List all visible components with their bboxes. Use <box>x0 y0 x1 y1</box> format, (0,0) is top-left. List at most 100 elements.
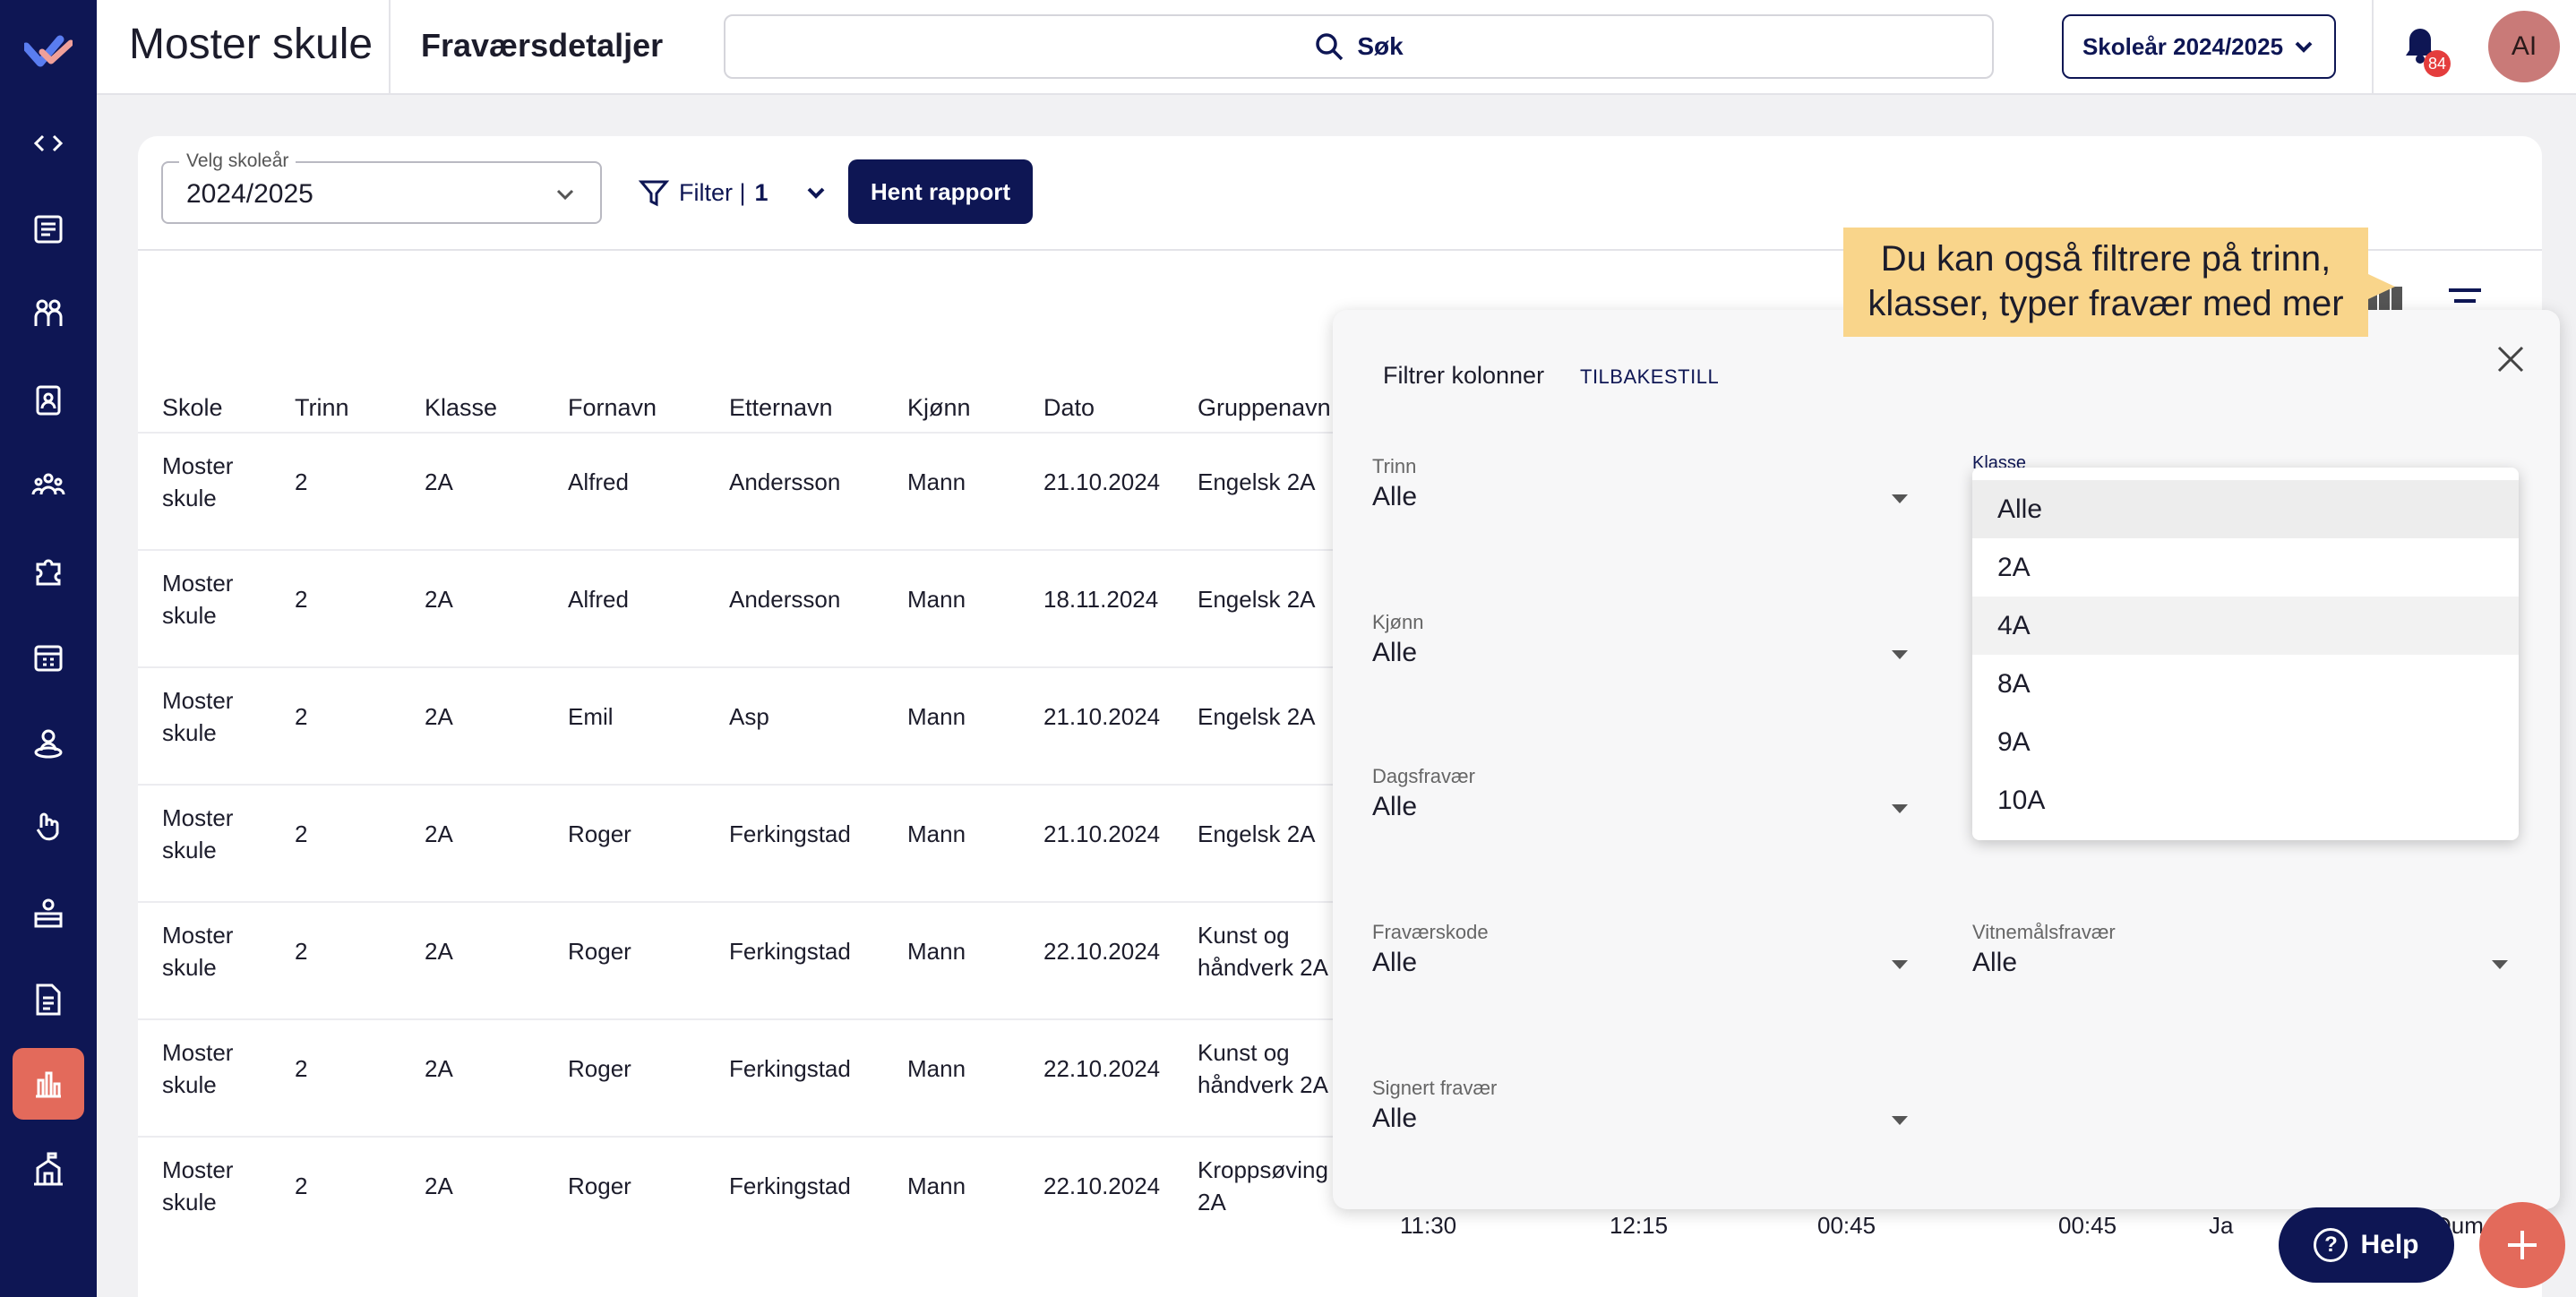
kjonn-select[interactable]: Kjønn Alle <box>1372 611 1910 691</box>
trinn-select[interactable]: Trinn Alle <box>1372 455 1910 536</box>
signert-fravaer-label: Signert fravær <box>1372 1077 1498 1099</box>
clipboard-icon[interactable] <box>13 364 84 435</box>
caret-down-icon <box>1892 650 1908 659</box>
column-header-skole[interactable]: Skole <box>162 394 223 421</box>
school-year-select[interactable]: Velg skoleår 2024/2025 <box>161 150 602 224</box>
table-cell: Andersson <box>729 468 841 495</box>
table-cell: Mann <box>907 468 966 495</box>
table-cell: Mann <box>907 703 966 730</box>
dropdown-option[interactable]: 8A <box>1997 668 2031 699</box>
table-cell: 2 <box>295 586 308 613</box>
filter-count: 1 <box>754 178 769 206</box>
close-icon[interactable] <box>2495 344 2531 380</box>
vitnemalsfravaer-select[interactable]: Vitnemålsfravær Alle <box>1972 921 2510 1001</box>
column-header-kjonn[interactable]: Kjønn <box>907 394 971 421</box>
school-year-label: Skoleår 2024/2025 <box>2082 32 2284 60</box>
table-cell: 2 <box>295 938 308 965</box>
table-cell: 2A <box>425 1055 453 1082</box>
table-cell: 11:30 <box>1400 1212 1457 1239</box>
header-divider <box>389 0 391 93</box>
code-icon[interactable] <box>13 107 84 179</box>
newspaper-icon[interactable] <box>13 193 84 265</box>
kjonn-value: Alle <box>1372 638 1418 667</box>
school-year-select-value: 2024/2025 <box>186 179 313 209</box>
fravaerskode-select[interactable]: Fraværskode Alle <box>1372 921 1910 1001</box>
chevron-down-icon <box>556 189 574 201</box>
table-cell: Mann <box>907 1172 966 1199</box>
table-cell: 2A <box>425 468 453 495</box>
table-cell: Roger <box>568 1172 631 1199</box>
filter-button[interactable]: Filter | 1 <box>638 172 828 213</box>
app-logo-icon[interactable] <box>21 34 74 70</box>
signert-fravaer-value: Alle <box>1372 1104 1418 1133</box>
document-icon[interactable] <box>13 964 84 1035</box>
row-divider <box>138 666 1338 668</box>
column-header-dato[interactable]: Dato <box>1043 394 1095 421</box>
avatar[interactable]: AI <box>2488 11 2560 82</box>
dropdown-option[interactable]: Alle <box>1972 480 2519 538</box>
table-cell: 2 <box>295 1172 308 1199</box>
signert-fravaer-select[interactable]: Signert fravær Alle <box>1372 1077 1910 1157</box>
row-divider <box>138 901 1338 903</box>
funnel-icon <box>638 180 670 207</box>
table-cell: 00:45 <box>2058 1212 2117 1239</box>
desk-icon[interactable] <box>13 878 84 949</box>
row-divider <box>138 1136 1338 1138</box>
school-icon[interactable] <box>13 1134 84 1206</box>
dropdown-option[interactable]: 4A <box>1972 597 2519 655</box>
table-cell: 2A <box>425 1172 453 1199</box>
bell-icon[interactable] <box>2402 25 2442 68</box>
table-cell: 2 <box>295 468 308 495</box>
puzzle-icon[interactable] <box>13 536 84 607</box>
table-cell: Engelsk 2A <box>1198 820 1316 847</box>
table-cell: Andersson <box>729 586 841 613</box>
table-cell: 2A <box>425 703 453 730</box>
school-year-select-label: Velg skoleår <box>179 150 296 172</box>
dropdown-option[interactable]: 2A <box>1997 552 2031 582</box>
dagsfravaer-select[interactable]: Dagsfravær Alle <box>1372 765 1910 846</box>
top-header: Moster skule Fraværsdetaljer Søk Skoleår… <box>97 0 2576 95</box>
people-icon[interactable] <box>13 278 84 349</box>
person-pin-icon[interactable] <box>13 708 84 779</box>
row-divider <box>138 432 1338 434</box>
table-cell: Mann <box>907 1055 966 1082</box>
search-icon <box>1316 33 1344 61</box>
calendar-grid-icon[interactable] <box>13 622 84 693</box>
groups-icon[interactable] <box>13 450 84 521</box>
reset-button[interactable]: TILBAKESTILL <box>1580 365 1720 388</box>
table-cell: 2 <box>295 820 308 847</box>
table-cell: Mann <box>907 938 966 965</box>
table-cell: 12:15 <box>1610 1212 1669 1239</box>
plus-icon <box>2508 1231 2537 1259</box>
dropdown-option[interactable]: 9A <box>1997 726 2031 757</box>
sidebar <box>0 0 97 1297</box>
table-cell: Ferkingstad <box>729 1055 851 1082</box>
filter-panel-title: Filtrer kolonner <box>1383 362 1545 389</box>
get-report-button[interactable]: Hent rapport <box>848 159 1033 224</box>
column-header-klasse[interactable]: Klasse <box>425 394 498 421</box>
table-cell: Kunst og håndverk 2A <box>1198 922 1328 981</box>
help-button[interactable]: ? Help <box>2279 1207 2454 1283</box>
search-input[interactable]: Søk <box>724 14 1994 79</box>
chevron-down-icon <box>2295 41 2313 53</box>
hand-icon[interactable] <box>13 792 84 863</box>
notification-badge: 84 <box>2424 50 2451 77</box>
table-cell: 21.10.2024 <box>1043 703 1161 730</box>
school-year-button[interactable]: Skoleår 2024/2025 <box>2062 14 2336 79</box>
row-divider <box>138 784 1338 786</box>
caret-down-icon <box>1892 494 1908 503</box>
column-header-fornavn[interactable]: Fornavn <box>568 394 657 421</box>
vitnemalsfravaer-label: Vitnemålsfravær <box>1972 921 2116 943</box>
column-header-etternavn[interactable]: Etternavn <box>729 394 833 421</box>
bar-chart-icon[interactable] <box>13 1048 84 1120</box>
add-button[interactable] <box>2479 1202 2565 1288</box>
vitnemalsfravaer-value: Alle <box>1972 948 2018 977</box>
table-cell: Ferkingstad <box>729 820 851 847</box>
table-cell: Moster skule <box>162 804 234 863</box>
school-name: Moster skule <box>129 21 374 68</box>
column-header-gruppenavn[interactable]: Gruppenavn <box>1198 394 1331 421</box>
column-header-trinn[interactable]: Trinn <box>295 394 349 421</box>
table-cell: Emil <box>568 703 614 730</box>
table-cell: Moster skule <box>162 1039 234 1098</box>
dropdown-option[interactable]: 10A <box>1997 785 2046 815</box>
